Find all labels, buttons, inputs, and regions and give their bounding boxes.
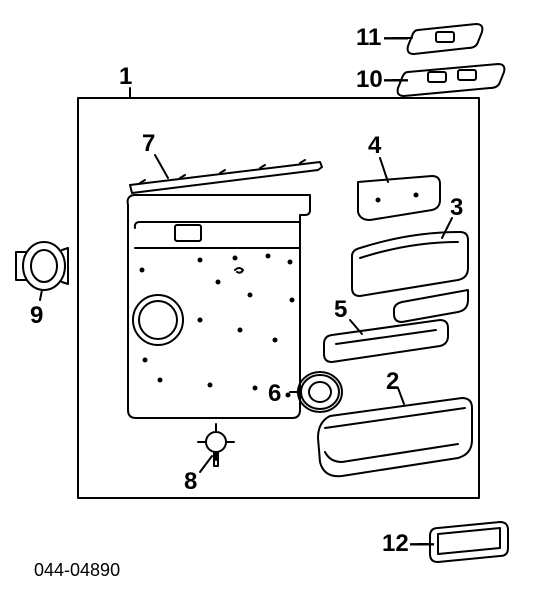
- dash-10: —: [384, 66, 408, 94]
- part-belt-molding: [130, 160, 322, 193]
- dash-11: —: [384, 24, 408, 52]
- callout-1: 1: [119, 63, 132, 91]
- part-armrest: [352, 232, 468, 322]
- callout-3: 3: [450, 194, 463, 222]
- part-lower-pocket: [318, 398, 472, 476]
- part-switch-bezel-single: [408, 24, 483, 54]
- callout-9: 9: [30, 302, 43, 330]
- part-speaker-bushing: [16, 242, 68, 290]
- parts-diagram: [0, 0, 539, 600]
- part-switch-bezel-double: [398, 64, 505, 96]
- callout-6: 6: [268, 380, 281, 408]
- diagram-id: 044-04890: [34, 560, 120, 581]
- part-upper-cap: [358, 176, 440, 220]
- callout-4: 4: [368, 132, 381, 160]
- part-pull-handle: [324, 320, 448, 362]
- callout-5: 5: [334, 296, 347, 324]
- part-courtesy-lamp: [430, 522, 508, 562]
- callout-8: 8: [184, 468, 197, 496]
- part-grommet: [298, 372, 342, 412]
- part-clip: [198, 424, 234, 466]
- callout-10: 10: [356, 66, 383, 94]
- dash-12: —: [410, 530, 434, 558]
- callout-2: 2: [386, 368, 399, 396]
- part-door-trim-panel: [128, 195, 310, 418]
- callout-12: 12: [382, 530, 409, 558]
- callout-7: 7: [142, 130, 155, 158]
- callout-11: 11: [356, 24, 381, 52]
